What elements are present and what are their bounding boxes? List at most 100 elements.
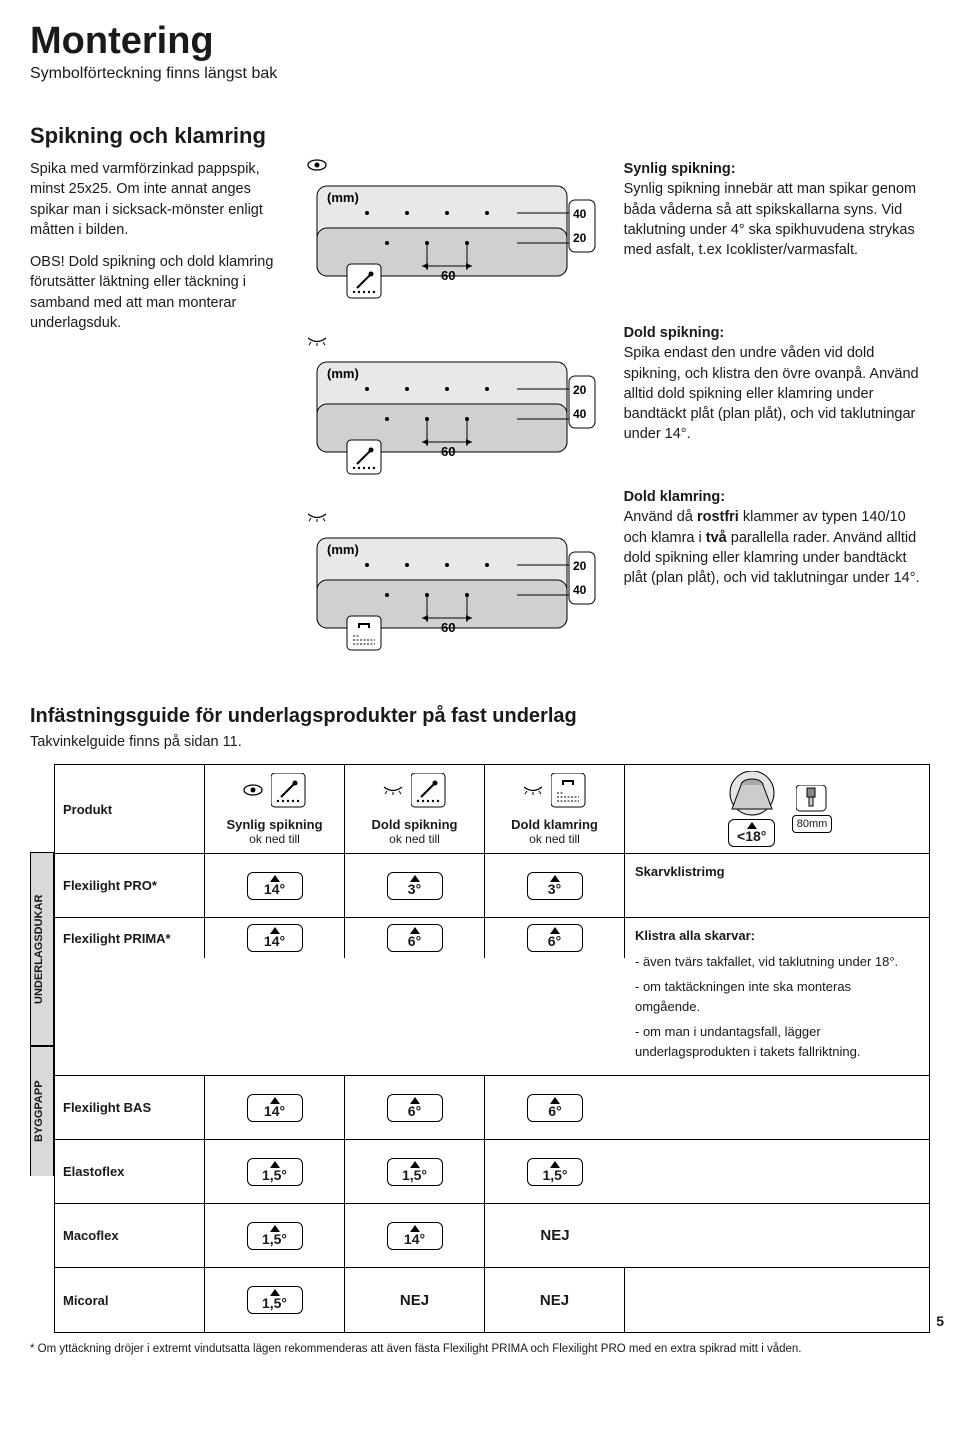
cell-angle: 14° (205, 1076, 345, 1139)
eye-icon (307, 511, 329, 525)
cell-angle: 1,5° (205, 1204, 345, 1267)
skarv-line: - även tvärs takfallet, vid taklutning u… (635, 952, 898, 972)
descriptions-column: Synlig spikning: Synlig spikning innebär… (624, 159, 930, 675)
desc-block: Synlig spikning: Synlig spikning innebär… (624, 159, 930, 309)
guide-row: Flexilight PRO* 14° 3° 3° Skarvklistrimg (55, 854, 929, 918)
col-head: Dold klamring ok ned till (485, 765, 625, 853)
cell-nej: NEJ (485, 1268, 625, 1332)
cell-angle: 14° (205, 854, 345, 917)
page-title: Montering (30, 20, 930, 63)
skarv-empty (625, 1268, 929, 1332)
desc-body: Synlig spikning innebär att man spikar g… (624, 181, 917, 258)
cell-angle: 1,5° (485, 1140, 625, 1203)
brush-icon (796, 785, 828, 813)
svg-text:40: 40 (573, 407, 587, 421)
sidetab-byggpapp: BYGGPAPP (30, 1046, 54, 1176)
product-name: Elastoflex (55, 1140, 205, 1203)
svg-text:(mm): (mm) (327, 542, 359, 557)
diagram-svg: (mm) 60 20 40 (307, 354, 597, 494)
col-sub: ok ned till (389, 832, 440, 846)
col-sub: ok ned till (529, 832, 580, 846)
col-title: Dold klamring (511, 817, 598, 832)
diagram-svg: (mm) 60 20 40 (307, 530, 597, 670)
diagram: (mm) 60 20 40 (307, 335, 604, 499)
product-name: Flexilight BAS (55, 1076, 205, 1139)
skarv-title: Skarvklistrimg (635, 862, 725, 882)
svg-text:40: 40 (573, 583, 587, 597)
angle-box: 14° (247, 924, 303, 952)
product-name: Flexilight PRO* (55, 854, 205, 917)
guide-heading: Infästningsguide för underlagsprodukter … (30, 705, 930, 728)
section-heading: Spikning och klamring (30, 123, 930, 149)
roll-icon (722, 771, 782, 817)
guide-body: Flexilight PRO* 14° 3° 3° Skarvklistrimg Fle… (55, 854, 929, 1332)
angle-box: 6° (527, 1094, 583, 1122)
guide-row: Elastoflex 1,5° 1,5° 1,5° (55, 1140, 929, 1204)
svg-text:(mm): (mm) (327, 190, 359, 205)
eye-icon (307, 159, 329, 173)
svg-text:20: 20 (573, 231, 587, 245)
svg-text:60: 60 (441, 268, 455, 283)
cell-nej: NEJ (345, 1268, 485, 1332)
guide-row: Macoflex 1,5° 14°NEJ (55, 1204, 929, 1268)
page-subtitle: Symbolförteckning finns längst bak (30, 65, 930, 83)
col-title: Synlig spikning (226, 817, 322, 832)
guide-note: Takvinkelguide finns på sidan 11. (30, 734, 930, 750)
angle-box: 6° (387, 1094, 443, 1122)
desc-title: Dold spikning: (624, 325, 725, 341)
sidetab-underlagsdukar: UNDERLAGSDUKAR (30, 852, 54, 1046)
eye-icon (523, 784, 545, 798)
product-name: Macoflex (55, 1204, 205, 1267)
intro-p1: Spika med varmförzinkad pappspik, minst … (30, 159, 287, 240)
desc-title: Synlig spikning: (624, 161, 736, 177)
angle-box: 14° (247, 1094, 303, 1122)
angle-box: 3° (527, 872, 583, 900)
eye-icon (307, 335, 329, 349)
cell-angle: 6° (485, 1076, 625, 1139)
angle-box: 1,5° (527, 1158, 583, 1186)
cell-angle: 6° (345, 918, 485, 958)
skarv-text-cell: Klistra alla skarvar: - även tvärs takfa… (625, 918, 929, 1075)
angle-box: 1,5° (247, 1222, 303, 1250)
angle-box: 1,5° (247, 1286, 303, 1314)
eye-icon (383, 784, 405, 798)
desc-block: Dold spikning: Spika endast den undre vå… (624, 323, 930, 473)
desc-title: Dold klamring: (624, 489, 726, 505)
cell-angle: 1,5° (205, 1268, 345, 1332)
guide-row: Flexilight BAS 14° 6° 6° (55, 1076, 929, 1140)
product-name: Flexilight PRIMA* (55, 918, 205, 958)
svg-text:20: 20 (573, 559, 587, 573)
cell-angle: 3° (485, 854, 625, 917)
svg-text:40: 40 (573, 207, 587, 221)
col-title: Dold spikning (372, 817, 458, 832)
skarv-angle: <18° (737, 828, 766, 844)
cell-angle: 6° (345, 1076, 485, 1139)
skarv-line: - om man i undantagsfall, lägger underla… (635, 1022, 919, 1061)
desc-block: Dold klamring: Använd då rostfri klammer… (624, 487, 930, 637)
col-head-skarv: <18° 80mm (625, 765, 929, 853)
svg-text:60: 60 (441, 620, 455, 635)
diagram: (mm) 60 40 20 (307, 159, 604, 323)
cell-angle: 14° (345, 1204, 485, 1267)
cell-angle: 1,5° (345, 1140, 485, 1203)
skarv-line: - om taktäckningen inte ska monteras omg… (635, 977, 919, 1016)
cell-angle: 14° (205, 918, 345, 958)
skarv-cell: Skarvklistrimg (625, 854, 929, 917)
angle-box: 1,5° (247, 1158, 303, 1186)
angle-box: 1,5° (387, 1158, 443, 1186)
sidetabs: UNDERLAGSDUKAR BYGGPAPP (30, 764, 54, 1333)
diagram: (mm) 60 20 40 (307, 511, 604, 675)
intro-block: Spika med varmförzinkad pappspik, minst … (30, 159, 930, 675)
page-number: 5 (936, 1313, 944, 1329)
angle-box: 14° (247, 872, 303, 900)
col-sub: ok ned till (249, 832, 300, 846)
col-head: Dold spikning ok ned till (345, 765, 485, 853)
svg-text:20: 20 (573, 383, 587, 397)
svg-text:60: 60 (441, 444, 455, 459)
diagram-svg: (mm) 60 40 20 (307, 178, 597, 318)
cell-nej: NEJ (485, 1204, 625, 1267)
eye-icon (243, 784, 265, 798)
tool-icon (411, 773, 447, 809)
angle-box: 3° (387, 872, 443, 900)
cell-angle: 6° (485, 918, 625, 958)
